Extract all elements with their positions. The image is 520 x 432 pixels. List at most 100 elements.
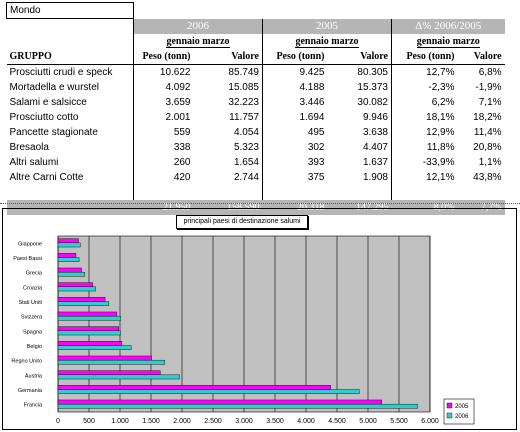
row-peso-2005: 1.694 — [262, 110, 328, 125]
row-valore-delta: 11,4% — [473, 126, 502, 138]
bar-2005 — [57, 282, 93, 288]
chart-frame — [2, 208, 517, 430]
bar-2006 — [57, 242, 81, 248]
row-peso-delta: 11,8% — [391, 140, 458, 155]
row-peso-2005: 3.446 — [262, 95, 328, 110]
x-tick-label: 0 — [56, 418, 60, 425]
group-header: GRUPPO — [6, 49, 134, 65]
x-tick-label: 5.500 — [390, 418, 408, 425]
period-delta: gennaio marzo — [390, 34, 505, 49]
row-peso-delta: 12,9% — [391, 125, 458, 140]
bar-2006 — [57, 271, 85, 277]
category-label: Croazia — [23, 285, 43, 291]
bar-2006 — [57, 389, 360, 394]
bar-2005 — [57, 326, 119, 332]
peso-2006-header: Peso (tonn) — [133, 49, 194, 65]
category-label: Paesi Bassi — [13, 256, 42, 262]
bar-2006 — [57, 301, 110, 306]
row-peso-2006: 260 — [133, 155, 194, 170]
valore-2005-header: Valore — [327, 49, 392, 65]
bar-2005 — [57, 253, 77, 258]
row-group-name: Prosciutti crudi e speck — [9, 66, 113, 78]
row-peso-delta: -33,9% — [391, 155, 458, 170]
row-valore-2005: 30.082 — [357, 96, 388, 108]
category-label: Francia — [24, 403, 43, 409]
row-valore-2006: 5.323 — [233, 141, 259, 153]
year-2006-header: 2006 — [133, 18, 263, 34]
category-label: Spagna — [23, 329, 43, 335]
legend-swatch — [446, 412, 453, 419]
category-label: Svizzera — [21, 315, 43, 321]
valore-delta-header: Valore — [457, 49, 505, 65]
row-peso-delta: -2,3% — [391, 80, 458, 95]
bar-2005 — [57, 370, 161, 376]
category-label: Germania — [18, 388, 43, 394]
bar-2006 — [57, 286, 97, 292]
row-peso-delta: 18,1% — [391, 110, 458, 125]
row-peso-2005: 302 — [262, 140, 328, 155]
row-peso-2005: 9.425 — [262, 64, 328, 80]
category-label: Stati Uniti — [18, 300, 42, 306]
category-label: Regno Unito — [11, 359, 42, 365]
bar-2005 — [57, 399, 382, 405]
row-group-name: Salami e salsicce — [9, 96, 87, 108]
delta-header: Δ% 2006/2005 — [390, 18, 505, 34]
bar-2005 — [57, 355, 152, 361]
period-2006: gennaio marzo — [133, 34, 263, 49]
x-tick-label: 1.000 — [111, 418, 129, 425]
row-valore-delta: 1,1% — [478, 156, 502, 168]
row-peso-2005: 495 — [262, 125, 328, 140]
row-peso-2005: 375 — [262, 170, 328, 185]
row-peso-delta: 12,1% — [391, 170, 458, 185]
period-2005-label: gennaio marzo — [295, 35, 359, 48]
row-group-name: Prosciutto cotto — [9, 111, 79, 123]
x-tick-label: 3.000 — [235, 418, 253, 425]
x-tick-label: 4.500 — [328, 418, 346, 425]
bar-2005 — [57, 267, 82, 273]
row-peso-2006: 10.622 — [133, 64, 194, 80]
legend-label: 2005 — [455, 404, 469, 410]
bar-2006 — [57, 345, 132, 350]
table-corner-label: Mondo — [6, 2, 134, 19]
row-valore-delta: -1,9% — [475, 81, 502, 93]
bar-2005 — [57, 311, 118, 317]
row-peso-delta: 12,7% — [391, 64, 458, 80]
row-valore-delta: 6,8% — [478, 66, 502, 78]
x-tick-label: 6.000 — [421, 418, 439, 425]
table-row: Bresaola 338 5.323 302 4.407 11,8% 20,8% — [7, 140, 505, 155]
bar-2006 — [57, 403, 418, 409]
row-valore-2006: 11.757 — [229, 111, 259, 123]
bar-2006 — [57, 374, 180, 380]
row-peso-2005: 4.188 — [262, 80, 328, 95]
table-row: Prosciutti crudi e speck 10.622 85.749 9.42… — [7, 64, 505, 80]
row-valore-2006: 85.749 — [228, 66, 259, 78]
x-tick-label: 1.500 — [142, 418, 160, 425]
period-delta-label: gennaio marzo — [416, 35, 480, 48]
row-valore-2006: 4.054 — [233, 126, 259, 138]
row-group-name: Altre Carni Cotte — [9, 171, 84, 183]
row-valore-delta: 7,1% — [478, 96, 502, 108]
row-valore-delta: 43,8% — [473, 171, 502, 183]
table-row: Altri salumi 260 1.654 393 1.637 -33,9% 1,1% — [7, 155, 505, 170]
x-tick-label: 5.000 — [359, 418, 377, 425]
row-peso-2006: 338 — [133, 140, 194, 155]
row-valore-2005: 1.908 — [362, 171, 388, 183]
category-label: Grecia — [26, 271, 43, 277]
x-tick-label: 4.000 — [297, 418, 315, 425]
table-row: Pancette stagionate 559 4.054 495 3.638 12,9%… — [7, 125, 505, 140]
row-peso-delta: 6,2% — [391, 95, 458, 110]
bar-2005 — [57, 385, 331, 390]
row-peso-2006: 420 — [133, 170, 194, 185]
table-row: Prosciutto cotto 2.001 11.757 1.694 9.946 18,… — [7, 110, 505, 125]
bar-2005 — [57, 238, 79, 244]
x-tick-label: 3.500 — [266, 418, 284, 425]
row-valore-2005: 3.638 — [362, 126, 388, 138]
bar-2006 — [57, 330, 121, 336]
category-label: Austria — [25, 373, 43, 379]
category-label: Giappone — [18, 241, 42, 247]
bar-2006 — [57, 315, 121, 321]
legend-label: 2006 — [455, 414, 469, 420]
table-row: Salami e salsicce 3.659 32.223 3.446 30.082 6… — [7, 95, 505, 110]
row-group-name: Altri salumi — [9, 156, 59, 168]
